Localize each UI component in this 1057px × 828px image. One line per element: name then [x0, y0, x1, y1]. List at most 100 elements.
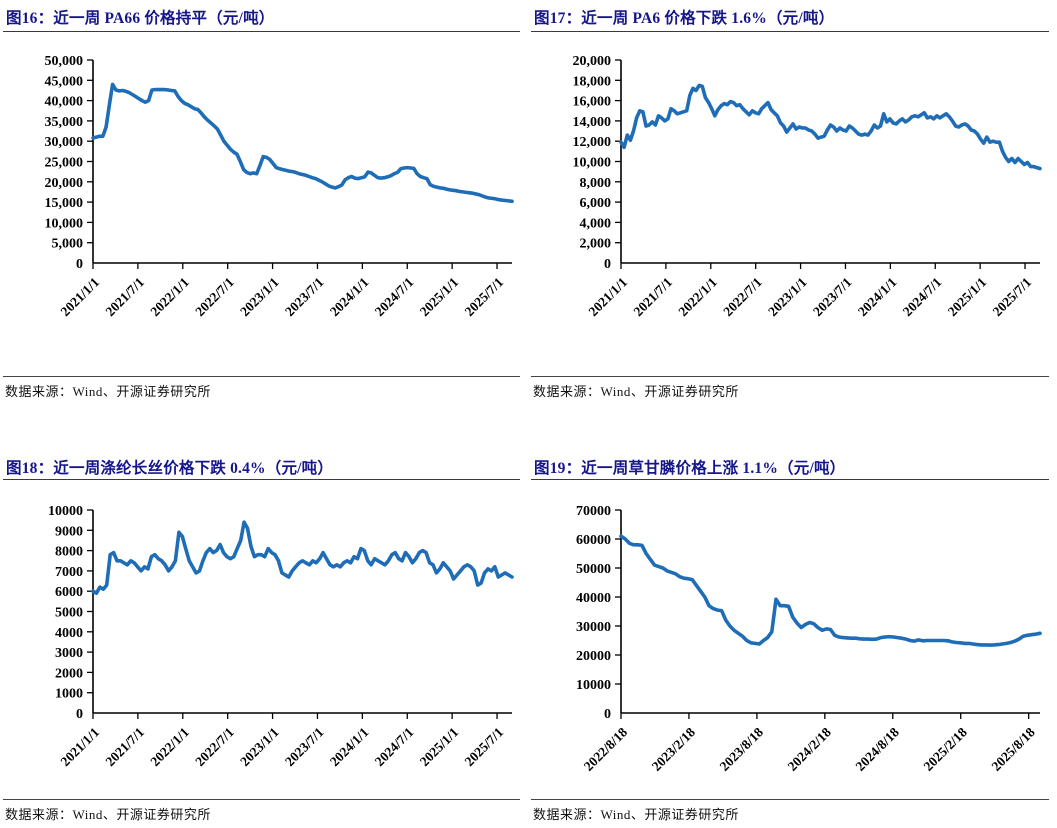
- svg-text:2025/7/1: 2025/7/1: [990, 274, 1035, 319]
- svg-text:60000: 60000: [576, 533, 611, 548]
- svg-text:1000: 1000: [55, 687, 83, 702]
- svg-text:2024/1/1: 2024/1/1: [855, 274, 900, 319]
- figure-17-title: 图17：近一周 PA6 价格下跌 1.6%（元/吨）: [534, 10, 835, 27]
- svg-text:50,000: 50,000: [45, 54, 84, 69]
- svg-text:15,000: 15,000: [45, 196, 84, 211]
- svg-text:6,000: 6,000: [580, 196, 612, 211]
- source-divider: [531, 799, 1049, 800]
- svg-text:5,000: 5,000: [52, 237, 84, 252]
- svg-text:2025/2/18: 2025/2/18: [921, 724, 970, 773]
- source-note: 数据来源：Wind、开源证券研究所: [5, 807, 211, 822]
- svg-text:2022/7/1: 2022/7/1: [192, 274, 237, 319]
- svg-text:2022/7/1: 2022/7/1: [720, 274, 765, 319]
- glyphosate-line-chart: 0 10000 20000 30000 40000 50000 60000 70000 2022…: [554, 500, 1054, 800]
- svg-text:14,000: 14,000: [573, 115, 612, 130]
- svg-text:2025/7/1: 2025/7/1: [462, 724, 507, 769]
- svg-text:45,000: 45,000: [45, 74, 84, 89]
- polyester-filament-chart-svg: 0 1000 2000 3000 4000 5000 6000 7000 8000 9000 100…: [48, 504, 514, 769]
- title-divider: [531, 31, 1049, 32]
- pa6-chart-svg: 0 2,000 4,000 6,000 8,000 10,000 12,000 14,000 1…: [573, 54, 1042, 319]
- source-note: 数据来源：Wind、开源证券研究所: [5, 384, 211, 399]
- svg-text:2025/1/1: 2025/1/1: [945, 274, 990, 319]
- svg-text:2024/1/1: 2024/1/1: [327, 274, 372, 319]
- svg-text:2022/7/1: 2022/7/1: [192, 724, 237, 769]
- svg-text:0: 0: [604, 257, 611, 272]
- pa66-line-chart: 0 5,000 10,000 15,000 20,000 25,000 30,000 35,0…: [26, 50, 526, 350]
- source-note: 数据来源：Wind、开源证券研究所: [533, 384, 739, 399]
- figure-18-title: 图18：近一周涤纶长丝价格下跌 0.4%（元/吨）: [6, 460, 334, 477]
- polyester-filament-line-chart: 0 1000 2000 3000 4000 5000 6000 7000 8000 9000 100…: [26, 500, 526, 800]
- svg-text:2024/2/18: 2024/2/18: [785, 724, 834, 773]
- svg-text:10000: 10000: [576, 678, 611, 693]
- figure-16-title: 图16：近一周 PA66 价格持平（元/吨）: [6, 10, 275, 27]
- svg-text:2023/7/1: 2023/7/1: [282, 724, 327, 769]
- svg-text:30,000: 30,000: [45, 135, 84, 150]
- svg-text:9000: 9000: [55, 524, 83, 539]
- svg-text:0: 0: [76, 707, 83, 722]
- svg-text:20,000: 20,000: [45, 176, 84, 191]
- title-divider: [3, 31, 520, 32]
- svg-text:7000: 7000: [55, 565, 83, 580]
- title-divider: [531, 479, 1049, 480]
- svg-text:2000: 2000: [55, 666, 83, 681]
- figure-18-panel: 图18：近一周涤纶长丝价格下跌 0.4%（元/吨） 0 1000 2000 3000 4…: [0, 450, 528, 828]
- svg-text:8000: 8000: [55, 545, 83, 560]
- svg-text:2021/7/1: 2021/7/1: [630, 274, 675, 319]
- svg-text:2024/7/1: 2024/7/1: [372, 274, 417, 319]
- svg-text:4,000: 4,000: [580, 216, 612, 231]
- svg-text:2025/1/1: 2025/1/1: [417, 724, 462, 769]
- svg-text:2023/2/18: 2023/2/18: [649, 724, 698, 773]
- svg-text:25,000: 25,000: [45, 156, 84, 171]
- svg-text:2021/1/1: 2021/1/1: [586, 274, 631, 319]
- glyphosate-chart-svg: 0 10000 20000 30000 40000 50000 60000 70000 2022…: [576, 504, 1042, 774]
- svg-text:18,000: 18,000: [573, 74, 612, 89]
- svg-text:2025/1/1: 2025/1/1: [417, 274, 462, 319]
- svg-text:4000: 4000: [55, 626, 83, 641]
- svg-text:2,000: 2,000: [580, 237, 612, 252]
- svg-text:2022/1/1: 2022/1/1: [147, 724, 192, 769]
- svg-text:2021/1/1: 2021/1/1: [58, 274, 103, 319]
- pa66-chart-svg: 0 5,000 10,000 15,000 20,000 25,000 30,000 35,0…: [45, 54, 514, 319]
- svg-text:2024/1/1: 2024/1/1: [327, 724, 372, 769]
- svg-text:2021/7/1: 2021/7/1: [102, 274, 147, 319]
- svg-text:2023/7/1: 2023/7/1: [810, 274, 855, 319]
- svg-text:2023/1/1: 2023/1/1: [237, 724, 282, 769]
- svg-text:6000: 6000: [55, 585, 83, 600]
- svg-text:16,000: 16,000: [573, 95, 612, 110]
- title-divider: [3, 479, 520, 480]
- figure-19-panel: 图19：近一周草甘膦价格上涨 1.1%（元/吨） 0 10000 20000 3000…: [528, 450, 1057, 828]
- svg-text:2021/1/1: 2021/1/1: [58, 724, 103, 769]
- svg-text:10,000: 10,000: [573, 156, 612, 171]
- svg-text:10000: 10000: [48, 504, 83, 519]
- svg-text:40,000: 40,000: [45, 95, 84, 110]
- source-divider: [3, 799, 520, 800]
- svg-text:20,000: 20,000: [573, 54, 612, 69]
- svg-text:40000: 40000: [576, 591, 611, 606]
- svg-text:2025/7/1: 2025/7/1: [462, 274, 507, 319]
- svg-text:2024/7/1: 2024/7/1: [900, 274, 945, 319]
- source-divider: [531, 376, 1049, 377]
- figure-17-panel: 图17：近一周 PA6 价格下跌 1.6%（元/吨） 0 2,000 4,000 6,…: [528, 0, 1057, 450]
- svg-text:2021/7/1: 2021/7/1: [102, 724, 147, 769]
- svg-text:2022/1/1: 2022/1/1: [147, 274, 192, 319]
- source-note: 数据来源：Wind、开源证券研究所: [533, 807, 739, 822]
- source-divider: [3, 376, 520, 377]
- svg-text:10,000: 10,000: [45, 216, 84, 231]
- svg-text:50000: 50000: [576, 562, 611, 577]
- svg-text:12,000: 12,000: [573, 135, 612, 150]
- svg-text:2024/8/18: 2024/8/18: [853, 724, 902, 773]
- figure-16-panel: 图16：近一周 PA66 价格持平（元/吨） 0 5,000 10,000 15,00…: [0, 0, 528, 450]
- svg-text:20000: 20000: [576, 649, 611, 664]
- figure-19-title: 图19：近一周草甘膦价格上涨 1.1%（元/吨）: [534, 460, 846, 477]
- svg-text:70000: 70000: [576, 504, 611, 519]
- svg-text:8,000: 8,000: [580, 176, 612, 191]
- svg-text:2023/8/18: 2023/8/18: [717, 724, 766, 773]
- svg-text:30000: 30000: [576, 620, 611, 635]
- svg-text:35,000: 35,000: [45, 115, 84, 130]
- svg-text:0: 0: [604, 707, 611, 722]
- svg-text:2025/8/18: 2025/8/18: [988, 724, 1037, 773]
- svg-text:3000: 3000: [55, 646, 83, 661]
- svg-text:2024/7/1: 2024/7/1: [372, 724, 417, 769]
- svg-text:2023/1/1: 2023/1/1: [237, 274, 282, 319]
- svg-text:5000: 5000: [55, 606, 83, 621]
